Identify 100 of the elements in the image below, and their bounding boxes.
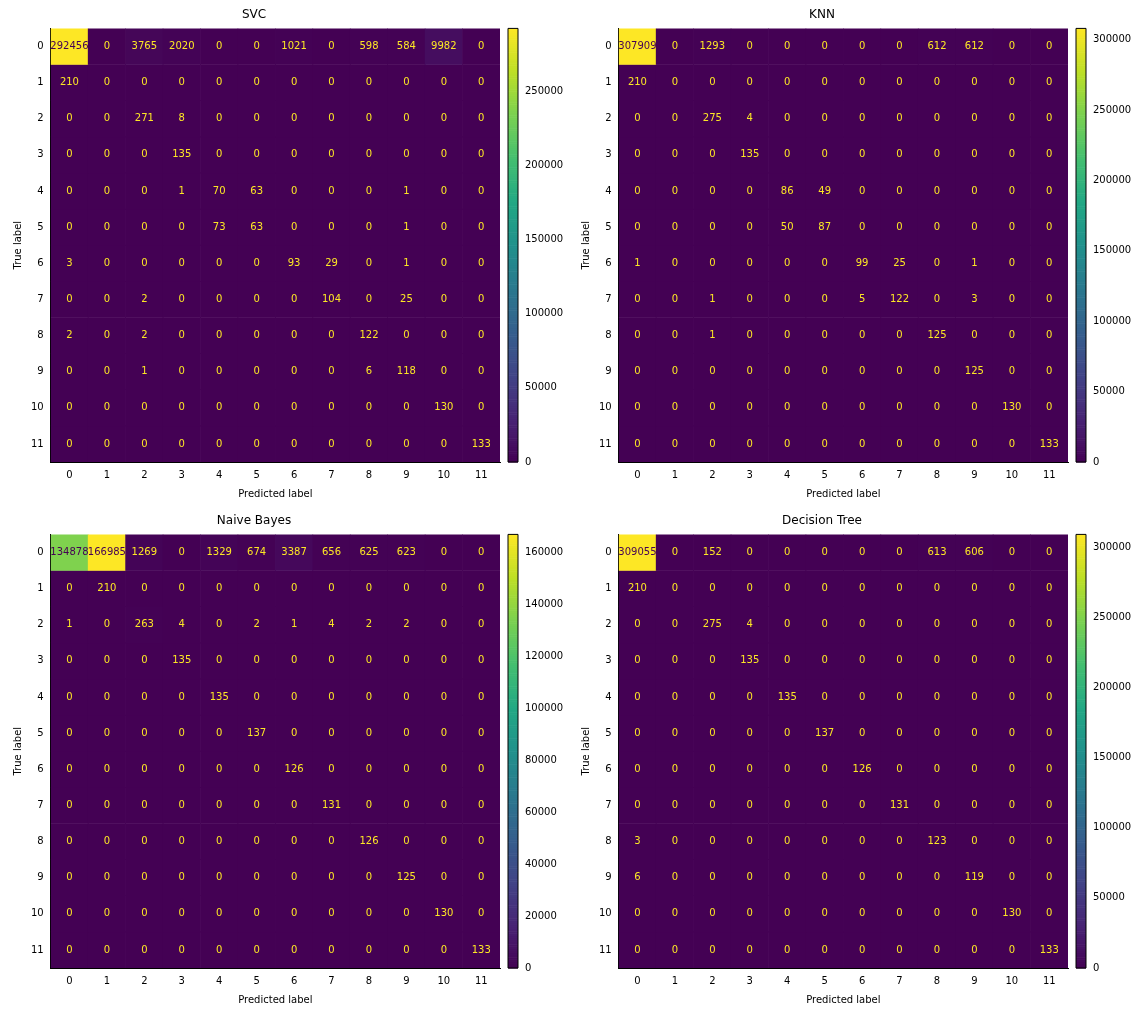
data-label: 0 [1008, 365, 1016, 377]
data-label: 0 [933, 654, 941, 666]
data-label: 0 [290, 365, 298, 377]
data-label: 0 [671, 40, 679, 52]
color-bar-label: 50000 [1093, 891, 1125, 903]
data-label: 0 [746, 365, 753, 377]
data-label: 0 [290, 437, 298, 449]
data-label: 0 [671, 654, 679, 666]
data-label: 137 [247, 726, 267, 738]
y-tick-label: 6 [605, 762, 612, 774]
data-label: 0 [671, 220, 679, 232]
data-label: 0 [784, 582, 791, 594]
data-label: 0 [290, 582, 298, 594]
data-label: 0 [896, 726, 903, 738]
data-label: 0 [216, 437, 223, 449]
data-label: 0 [440, 220, 448, 232]
data-label: 0 [440, 546, 448, 558]
data-label: 0 [933, 437, 941, 449]
data-label: 0 [821, 835, 828, 847]
data-label: 0 [1046, 871, 1053, 883]
x-tick-label: 9 [971, 468, 978, 480]
color-bar-label: 0 [1093, 455, 1100, 467]
data-label: 0 [858, 798, 866, 810]
data-label: 0 [253, 690, 260, 702]
data-label: 0 [971, 943, 978, 955]
data-label: 0 [103, 437, 111, 449]
y-tick-label: 3 [37, 654, 44, 666]
data-label: 0 [821, 292, 828, 304]
x-tick-label: 5 [821, 974, 828, 986]
data-label: 0 [896, 112, 903, 124]
x-tick-label: 10 [1005, 468, 1019, 480]
y-axis-title: True label [11, 726, 23, 777]
y-tick-label: 9 [605, 871, 612, 883]
x-tick-label: 8 [365, 974, 373, 986]
data-label: 0 [746, 76, 753, 88]
data-label: 1 [290, 618, 298, 630]
data-label: 0 [253, 76, 260, 88]
data-label: 0 [671, 184, 679, 196]
x-tick-label: 11 [1042, 468, 1056, 480]
y-tick-label: 8 [37, 329, 44, 341]
data-label: 0 [66, 292, 73, 304]
data-label: 73 [212, 220, 226, 232]
color-bar-label: 0 [525, 961, 532, 973]
color-bar-label: 250000 [525, 84, 564, 96]
x-axis-title: Predicted label [806, 993, 881, 1005]
data-label: 0 [328, 365, 335, 377]
color-bar-label: 100000 [525, 701, 564, 713]
data-label: 0 [216, 907, 223, 919]
data-label: 0 [709, 256, 716, 268]
x-tick-label: 4 [784, 468, 791, 480]
data-label: 0 [216, 798, 223, 810]
data-label: 0 [478, 871, 485, 883]
y-tick-label: 7 [37, 798, 44, 810]
data-label: 0 [1008, 329, 1016, 341]
data-label: 2 [403, 618, 410, 630]
data-label: 0 [103, 835, 111, 847]
data-label: 6 [634, 871, 641, 883]
data-label: 0 [216, 40, 223, 52]
data-label: 0 [1008, 726, 1016, 738]
data-label: 0 [634, 401, 641, 413]
data-label: 0 [746, 256, 753, 268]
data-label: 0 [141, 907, 148, 919]
data-label: 0 [896, 329, 903, 341]
data-label: 0 [896, 220, 903, 232]
data-label: 0 [784, 762, 791, 774]
data-label: 0 [478, 184, 485, 196]
data-label: 0 [141, 726, 148, 738]
data-label: 674 [247, 546, 267, 558]
x-tick-label: 3 [746, 974, 753, 986]
data-label: 0 [821, 690, 828, 702]
data-label: 0 [746, 835, 753, 847]
y-tick-label: 8 [605, 835, 612, 847]
data-label: 0 [821, 654, 828, 666]
data-label: 0 [290, 690, 298, 702]
data-label: 0 [971, 762, 978, 774]
data-label: 0 [746, 184, 753, 196]
data-label: 0 [671, 292, 679, 304]
data-label: 0 [365, 292, 373, 304]
data-label: 612 [927, 40, 947, 52]
data-label: 0 [1046, 256, 1053, 268]
data-label: 133 [471, 943, 491, 955]
data-label: 0 [328, 76, 335, 88]
data-label: 0 [328, 437, 335, 449]
data-label: 0 [328, 40, 335, 52]
data-label: 0 [178, 907, 185, 919]
data-label: 0 [216, 292, 223, 304]
data-label: 0 [403, 690, 410, 702]
color-bar-label: 250000 [1093, 610, 1132, 622]
data-label: 0 [821, 871, 828, 883]
color-bar-label: 300000 [1093, 540, 1132, 552]
data-label: 0 [141, 582, 148, 594]
data-label: 0 [478, 40, 485, 52]
data-label: 0 [784, 112, 791, 124]
data-label: 309055 [618, 546, 657, 558]
data-label: 0 [216, 618, 223, 630]
x-tick-label: 6 [290, 468, 298, 480]
data-label: 0 [403, 437, 410, 449]
data-label: 0 [634, 943, 641, 955]
data-label: 0 [103, 112, 111, 124]
data-label: 0 [709, 220, 716, 232]
